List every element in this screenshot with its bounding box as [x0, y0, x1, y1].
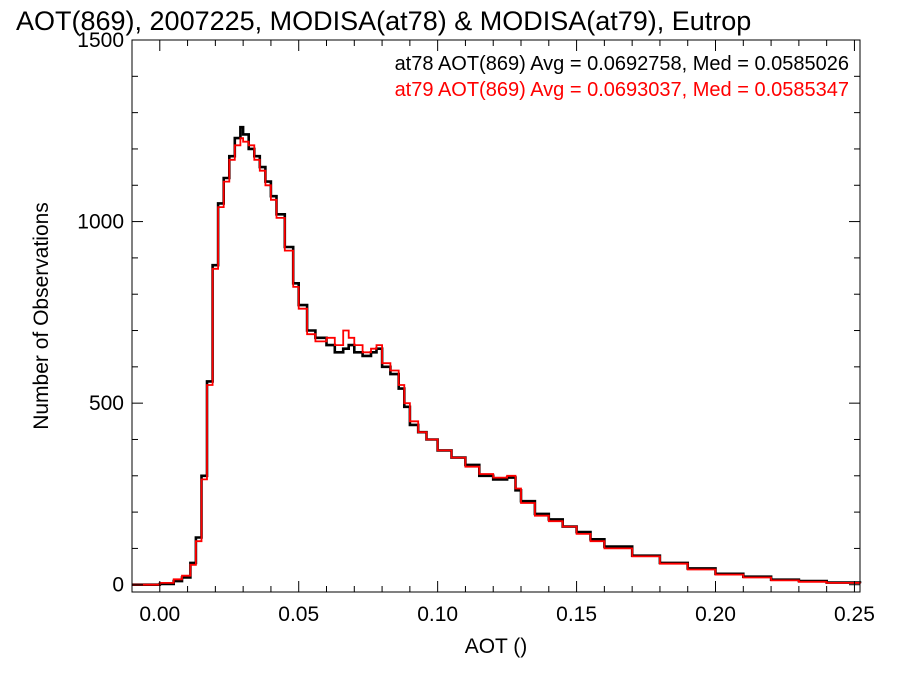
axis-ticks: [132, 39, 860, 592]
x-tick-label: 0.05: [278, 603, 319, 626]
series-layer: [132, 125, 862, 586]
x-tick-label: 0.00: [139, 603, 180, 626]
x-axis-label: AOT (): [465, 635, 528, 658]
series-2-line: [132, 137, 861, 586]
chart-title: AOT(869), 2007225, MODISA(at78) & MODISA…: [16, 6, 751, 36]
x-tick-labels: 0.00 0.05 0.10 0.15 0.20 0.25: [139, 603, 875, 626]
y-tick-label: 500: [89, 392, 124, 415]
y-axis-label: Number of Observations: [30, 202, 53, 430]
annotation-series-1: at78 AOT(869) Avg = 0.0692758, Med = 0.0…: [395, 53, 849, 75]
x-tick-label: 0.15: [556, 603, 597, 626]
y-tick-label: 1500: [77, 29, 124, 52]
y-tick-label: 1000: [77, 211, 124, 234]
y-tick-label: 0: [112, 574, 124, 597]
x-tick-label: 0.25: [834, 603, 875, 626]
annotation-series-2: at79 AOT(869) Avg = 0.0693037, Med = 0.0…: [395, 79, 849, 101]
x-tick-label: 0.10: [417, 603, 458, 626]
x-tick-label: 0.20: [695, 603, 736, 626]
plot-frame: [131, 39, 861, 593]
series-1-line: [132, 125, 862, 586]
y-tick-labels: 0 500 1000 1500: [77, 29, 124, 597]
